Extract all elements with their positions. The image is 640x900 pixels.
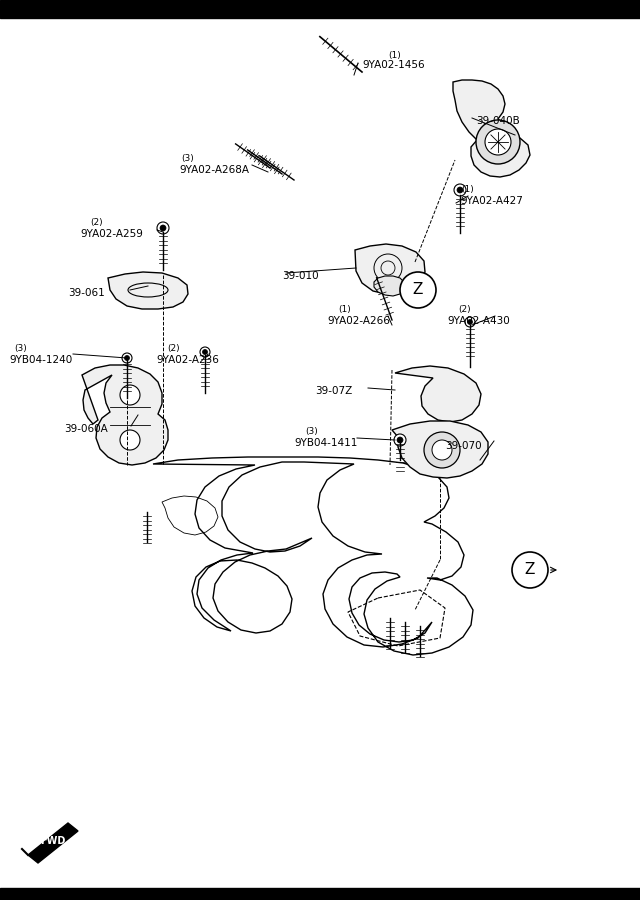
Text: 39-010: 39-010 xyxy=(282,271,319,281)
Circle shape xyxy=(512,552,548,588)
Bar xyxy=(0,0,640,18)
Circle shape xyxy=(120,385,140,405)
Text: 39-040B: 39-040B xyxy=(476,116,520,126)
Polygon shape xyxy=(374,276,405,296)
Circle shape xyxy=(400,272,436,308)
Circle shape xyxy=(485,129,511,155)
Text: 39-060A: 39-060A xyxy=(64,424,108,434)
Text: 9YB04-1411: 9YB04-1411 xyxy=(294,438,357,448)
Circle shape xyxy=(120,430,140,450)
Text: (3): (3) xyxy=(305,427,317,436)
Text: Z: Z xyxy=(525,562,535,578)
Circle shape xyxy=(454,184,466,196)
Bar xyxy=(0,888,640,900)
Polygon shape xyxy=(28,823,78,863)
Text: 9YB04-1240: 9YB04-1240 xyxy=(9,355,72,365)
Text: 9YA02-A236: 9YA02-A236 xyxy=(156,355,219,365)
Circle shape xyxy=(122,353,132,363)
Text: (1): (1) xyxy=(338,305,351,314)
Text: 9YA02-1456: 9YA02-1456 xyxy=(362,60,424,70)
Text: 39-061: 39-061 xyxy=(68,288,105,298)
Text: (1): (1) xyxy=(461,185,474,194)
Text: (2): (2) xyxy=(458,305,470,314)
Text: (1): (1) xyxy=(388,51,401,60)
Circle shape xyxy=(160,225,166,231)
Text: 9YA02-A259: 9YA02-A259 xyxy=(80,229,143,239)
Circle shape xyxy=(432,440,452,460)
Polygon shape xyxy=(355,244,425,294)
Text: FWD: FWD xyxy=(40,836,66,846)
Text: (2): (2) xyxy=(90,218,102,227)
Polygon shape xyxy=(108,272,188,309)
Polygon shape xyxy=(453,80,530,177)
Polygon shape xyxy=(395,366,481,422)
Text: (3): (3) xyxy=(181,154,194,163)
Circle shape xyxy=(125,356,129,361)
Text: 39-070: 39-070 xyxy=(445,441,482,451)
Circle shape xyxy=(202,349,207,355)
Polygon shape xyxy=(392,421,488,478)
Circle shape xyxy=(467,320,472,325)
Text: 9YA02-A427: 9YA02-A427 xyxy=(460,196,523,206)
Text: (2): (2) xyxy=(167,344,180,353)
Circle shape xyxy=(397,437,403,443)
Text: (3): (3) xyxy=(14,344,27,353)
Circle shape xyxy=(200,347,210,357)
Circle shape xyxy=(424,432,460,468)
Text: 9YA02-A266: 9YA02-A266 xyxy=(327,316,390,326)
Text: 9YA02-A430: 9YA02-A430 xyxy=(447,316,509,326)
Circle shape xyxy=(476,120,520,164)
Circle shape xyxy=(157,222,169,234)
Circle shape xyxy=(394,434,406,446)
Text: 39-07Z: 39-07Z xyxy=(315,386,352,396)
Text: 9YA02-A268A: 9YA02-A268A xyxy=(179,165,249,175)
Polygon shape xyxy=(82,365,168,465)
Circle shape xyxy=(465,317,475,327)
Text: Z: Z xyxy=(413,283,423,298)
Circle shape xyxy=(457,187,463,193)
